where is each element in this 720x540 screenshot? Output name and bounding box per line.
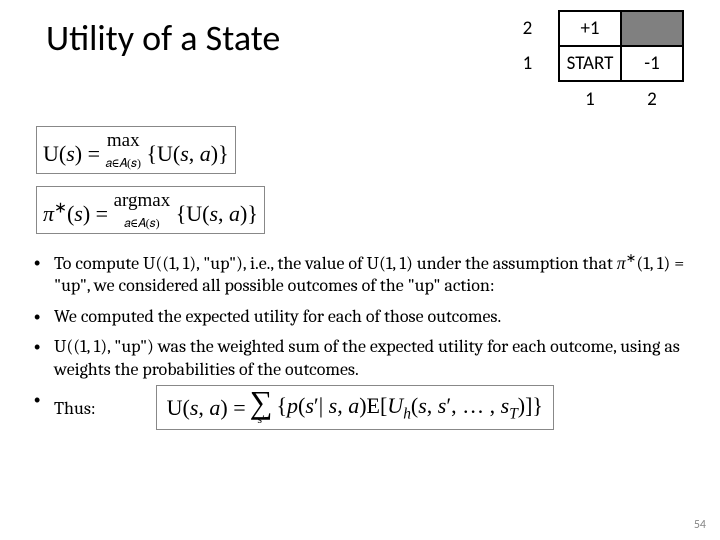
eq2-lhs: π∗(s) =	[43, 201, 114, 226]
row-label-2: 2	[497, 11, 559, 46]
bullet-3: U⁠(⁠(1, 1), "up") was the weighted sum o…	[30, 336, 690, 381]
state-grid: 2 +1 1 START -1 1 2	[497, 10, 684, 116]
bullet-4: Thus: U(s, a) = ∑s′ {p(s′| s, a)E[Uh(s, …	[30, 389, 690, 429]
cell-1-2: -1	[621, 46, 683, 81]
col-spacer	[497, 81, 559, 116]
col-label-2: 2	[621, 81, 683, 116]
cell-2-2-shaded	[621, 11, 683, 46]
cell-1-1-start: START	[559, 46, 621, 81]
cell-2-1: +1	[559, 11, 621, 46]
bullet-2: We computed the expected utility for eac…	[30, 306, 690, 329]
equation-final: U(s, a) = ∑s′ {p(s′| s, a)E[Uh(s, s′, … …	[156, 385, 554, 429]
page-title: Utility of a State	[30, 10, 280, 60]
bullet-1: To compute U⁠(⁠(1, 1), "up"), i.e., the …	[30, 252, 690, 298]
eq2-rhs: {U(s, a)}	[176, 201, 258, 226]
col-label-1: 1	[559, 81, 621, 116]
eq2-op-sub: 𝑎∈𝐴(𝑠)	[124, 216, 159, 230]
eq1-rhs: {U(s, a)}	[146, 141, 228, 166]
equation-utility: U(s) = max 𝑎∈𝐴(𝑠) {U(s, a)}	[36, 126, 236, 174]
equation-policy: π∗(s) = argmax 𝑎∈𝐴(𝑠) {U(s, a)}	[36, 186, 265, 234]
eq1-op: max	[107, 130, 140, 151]
row-label-1: 1	[497, 46, 559, 81]
eq1-lhs: U(s) =	[43, 141, 106, 166]
page-number: 54	[694, 518, 706, 532]
eq1-op-sub: 𝑎∈𝐴(𝑠)	[106, 156, 141, 170]
thus-label: Thus:	[54, 398, 96, 421]
eq2-op: argmax	[114, 190, 171, 211]
